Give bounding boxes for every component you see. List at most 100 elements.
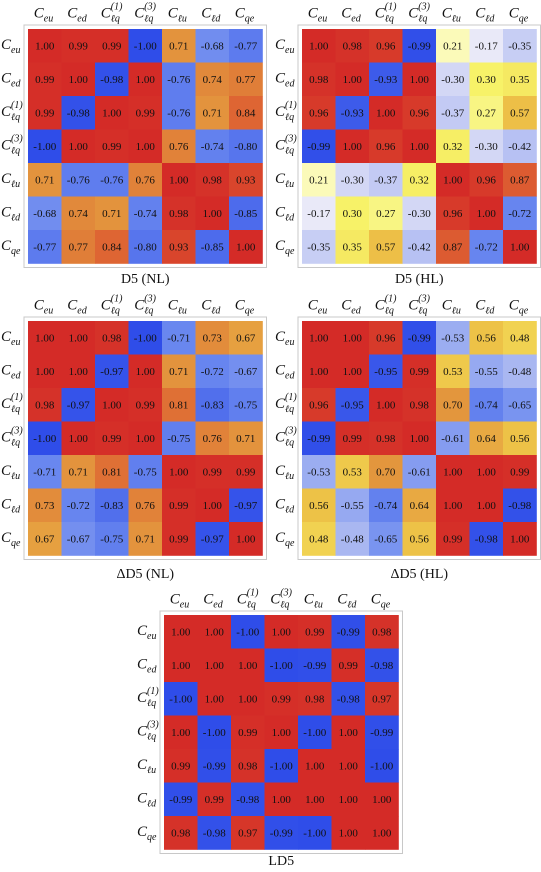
label-sub: eu [147,631,156,642]
heatmap-cell [302,62,336,97]
cell-label: 0.71 [136,533,155,545]
heatmap-cell [436,29,470,63]
cell-label: 1.00 [477,500,497,512]
heatmap-cell [28,29,62,63]
cell-label: -0.93 [374,74,397,86]
label-main: C [275,497,286,513]
label-sub: ℓd [485,305,495,316]
heatmap-cell [229,230,263,264]
label-sup: (1) [385,293,397,304]
cell-label: -0.85 [201,241,224,253]
label-main: C [337,591,348,607]
label-main: C [475,5,486,21]
cell-label: 0.99 [339,660,359,672]
heatmap-cell [164,648,198,683]
heatmap-cell [302,196,336,231]
cell-label: -0.98 [508,500,531,512]
heatmap-cell [128,321,163,355]
heatmap-cell [128,163,163,197]
heatmap-cell [369,488,403,523]
label-sub: ℓq [144,13,153,24]
cell-label: 0.30 [477,74,497,86]
cell-label: 0.87 [443,241,463,253]
heatmap-cell [28,354,62,389]
label-main: C [101,5,112,21]
heatmap-cell [365,715,399,750]
cell-label: 0.56 [477,332,497,344]
label-sub: eu [285,337,294,348]
heatmap-cell [95,62,129,97]
heatmap-cell [61,421,96,456]
cell-label: 0.98 [305,693,325,705]
label-main: C [137,623,148,639]
cell-label: 1.00 [443,174,463,186]
heatmap-cell [369,163,403,197]
label-sup: (1) [147,686,159,697]
label-sub: ed [147,665,157,676]
cell-label: -0.72 [67,500,90,512]
heatmap-cell [197,782,232,817]
heatmap-cell [469,62,504,97]
label-main: C [1,138,12,154]
cell-label: 0.71 [169,40,188,52]
cell-label: -0.71 [33,466,56,478]
cell-label: 0.27 [477,107,497,119]
heatmap-cell [436,522,470,556]
heatmap-cell [503,455,537,489]
cell-label: -0.99 [169,794,192,806]
heatmap-cell [162,455,196,489]
cell-label: 1.00 [102,107,122,119]
cell-label: -1.00 [134,332,157,344]
heatmap-cell [402,163,437,197]
label-sub: ℓq [385,13,394,24]
heatmap-cell [195,29,230,63]
heatmap-cell [469,163,504,197]
cell-label: 0.98 [372,626,392,638]
heatmap-cell [402,321,437,355]
cell-label: 1.00 [339,794,359,806]
label-sub: ed [11,79,21,90]
label-main: C [101,297,112,313]
label-sub: ℓq [385,305,394,316]
heatmap-cell [503,388,537,422]
label-sub: ℓd [11,505,21,516]
cell-label: -0.99 [270,827,293,839]
heatmap-cell [162,196,196,231]
heatmap-cell [229,455,263,489]
heatmap-cell [28,522,62,556]
label-sub: qe [147,832,157,843]
heatmap-cell [197,648,232,683]
label-main: C [1,238,12,254]
cell-label: 0.56 [410,533,430,545]
heatmap-cell [369,96,403,130]
cell-label: 1.00 [372,827,392,839]
label-sup: (3) [144,293,156,304]
heatmap-cell [195,163,230,197]
cell-label: -0.74 [134,208,157,220]
label-sup: (1) [111,1,123,12]
heatmap-cell [335,354,370,389]
cell-label: -0.99 [307,433,330,445]
label-sub: ℓq [418,305,427,316]
cell-label: 0.97 [372,693,392,705]
label-sub: ℓd [211,13,221,24]
cell-label: 1.00 [169,174,189,186]
label-main: C [168,5,179,21]
cell-label: 0.99 [510,466,530,478]
heatmap-cell [61,62,96,97]
label-sup: (1) [247,587,259,598]
cell-label: 0.53 [343,466,363,478]
cell-label: -0.99 [203,760,226,772]
heatmap-cell [335,455,370,489]
cell-label: -0.76 [100,174,123,186]
heatmap-cell [436,163,470,197]
heatmap-cell [503,196,537,231]
cell-label: -0.74 [475,399,498,411]
cell-label: 1.00 [339,727,359,739]
cell-label: 0.96 [376,141,396,153]
heatmap-cell [469,96,504,130]
label-sub: ℓu [11,471,20,482]
heatmap-cell [229,196,263,231]
cell-label: 0.99 [205,794,225,806]
cell-label: 1.00 [343,141,363,153]
